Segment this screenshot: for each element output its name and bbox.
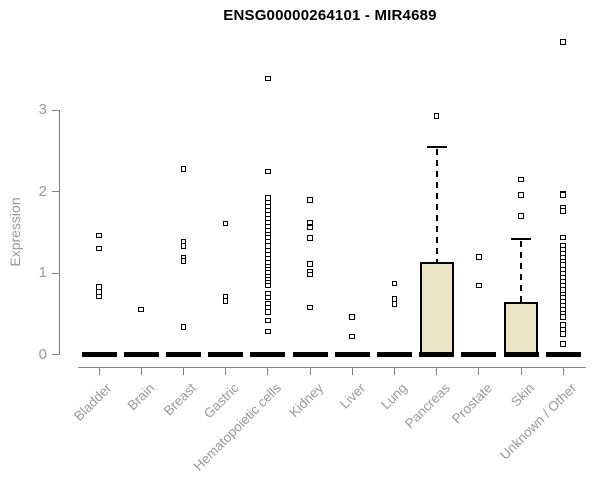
x-category-label: Pancreas [401,380,453,432]
outlier-point [476,254,482,260]
x-category-label: Bladder [71,380,115,424]
outlier-point [265,317,271,324]
median-bar [334,352,370,357]
median-bar [208,352,244,357]
whisker-line [520,240,522,303]
outlier-point [265,168,271,175]
x-tick [267,367,269,375]
outlier-point [560,234,566,241]
outlier-point [560,208,566,214]
x-tick [351,367,353,375]
x-category-label: Lung [378,380,411,413]
outlier-point [307,224,313,231]
outlier-point [265,294,271,301]
outlier-point [349,333,355,340]
median-bar [461,352,497,357]
y-axis-line [59,110,60,356]
median-bar [292,352,328,357]
whisker-cap [426,145,447,148]
outlier-point [180,166,187,172]
x-tick [520,367,522,375]
outlier-point [560,331,566,337]
whisker-line [435,148,438,262]
outlier-point [349,314,355,320]
x-tick [225,367,227,375]
median-bar [81,352,117,357]
chart-title: ENSG00000264101 - MIR4689 [223,7,437,24]
median-bar [419,352,455,357]
y-tick-label: 0 [38,345,47,363]
outlier-point [476,282,482,289]
outlier-point [307,271,313,278]
outlier-point [138,306,144,313]
median-bar [503,352,539,357]
x-category-label: Kidney [286,380,326,421]
outlier-point [560,39,566,45]
outlier-point [560,192,566,198]
outlier-point [222,298,229,304]
outlier-point [265,309,271,315]
outlier-point [265,328,271,335]
y-tick [52,191,59,193]
x-tick [393,367,395,375]
x-tick [182,367,184,375]
outlier-point [222,220,229,227]
outlier-point [96,232,102,239]
box [504,302,538,355]
y-tick [52,109,59,111]
y-tick [52,354,59,355]
median-bar [165,352,201,357]
x-category-label: Skin [507,380,537,410]
outlier-point [560,341,566,347]
whisker-cap [511,237,531,240]
x-tick [140,367,142,375]
outlier-point [391,280,398,287]
outlier-point [391,301,398,307]
outlier-point [180,243,187,249]
x-category-label: Liver [336,380,369,412]
outlier-point [265,75,271,82]
box [419,261,454,355]
x-category-label: Breast [161,380,200,419]
outlier-point [518,192,524,198]
x-tick [562,367,564,375]
outlier-point [307,261,313,267]
x-category-label: Prostate [448,380,495,427]
outlier-point [96,293,102,300]
y-tick-label: 2 [38,182,47,200]
outlier-point [560,314,566,320]
outlier-point [518,176,524,183]
x-category-label: Brain [124,380,158,414]
outlier-point [518,213,524,219]
y-tick [52,272,59,274]
x-tick [436,367,438,375]
outlier-point [433,113,440,119]
x-tick [309,367,311,375]
median-bar [250,352,286,357]
outlier-point [180,324,187,330]
outlier-point [96,245,102,252]
median-bar [376,352,412,357]
outlier-point [307,197,313,203]
x-axis-line [78,367,586,368]
y-tick-label: 1 [38,264,47,282]
outlier-point [180,258,187,264]
outlier-point [265,282,271,289]
y-tick-label: 3 [38,101,47,119]
x-tick [98,367,100,375]
outlier-point [307,304,313,311]
median-bar [123,352,159,357]
outlier-point [307,235,313,241]
median-bar [545,352,581,357]
x-tick [478,367,480,375]
